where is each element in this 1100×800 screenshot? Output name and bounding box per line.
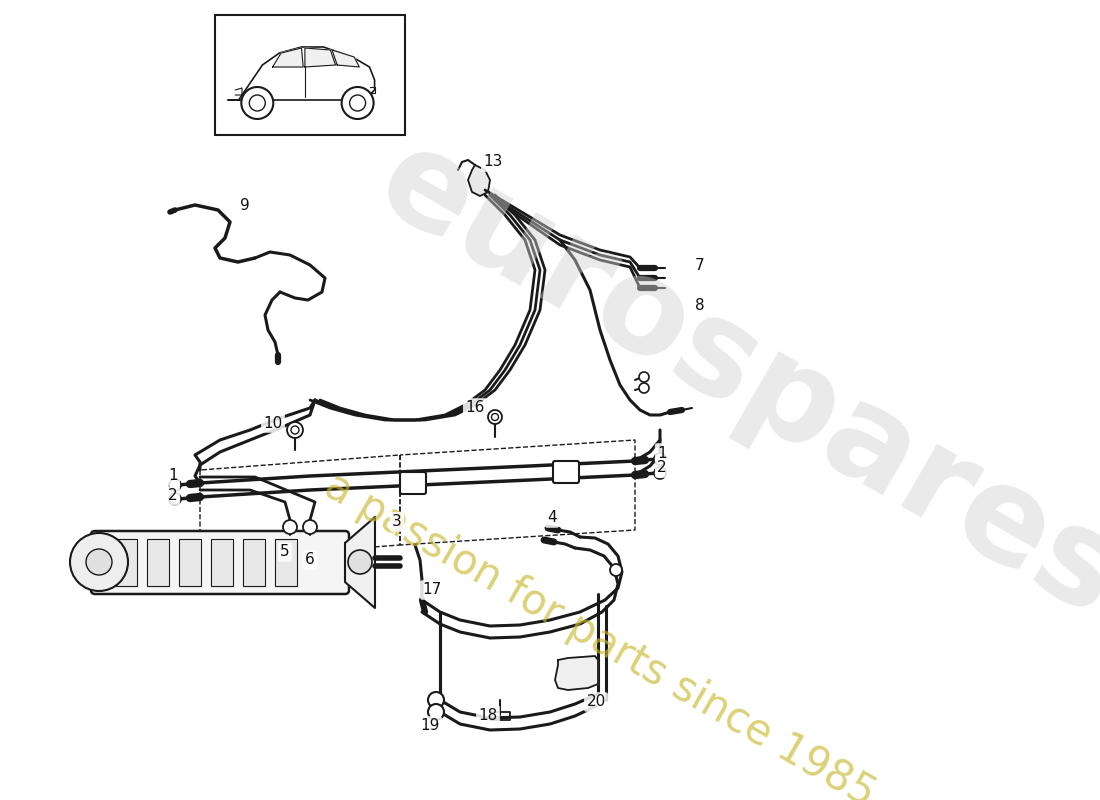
Circle shape — [169, 493, 182, 505]
Circle shape — [302, 520, 317, 534]
Circle shape — [654, 453, 666, 465]
Text: 3: 3 — [392, 514, 402, 530]
Text: 1: 1 — [168, 469, 178, 483]
Circle shape — [488, 410, 502, 424]
Circle shape — [610, 564, 621, 576]
Bar — [147, 539, 169, 586]
Text: 17: 17 — [422, 582, 441, 598]
Text: 8: 8 — [695, 298, 705, 313]
Circle shape — [250, 95, 265, 111]
Circle shape — [241, 87, 273, 119]
Circle shape — [283, 520, 297, 534]
Circle shape — [348, 550, 372, 574]
Text: 7: 7 — [695, 258, 705, 273]
Circle shape — [428, 692, 444, 708]
Circle shape — [86, 549, 112, 575]
Text: 10: 10 — [263, 415, 283, 430]
Bar — [214, 15, 405, 135]
Circle shape — [292, 426, 299, 434]
Text: 18: 18 — [478, 707, 497, 722]
Bar — [179, 539, 201, 586]
Circle shape — [654, 467, 666, 479]
Text: 4: 4 — [547, 510, 557, 526]
FancyBboxPatch shape — [91, 531, 349, 594]
Circle shape — [70, 533, 128, 591]
Text: 2: 2 — [168, 489, 178, 503]
Bar — [243, 539, 265, 586]
Bar — [116, 539, 138, 586]
Text: 16: 16 — [465, 401, 485, 415]
Text: eurospares: eurospares — [356, 116, 1100, 644]
Circle shape — [639, 372, 649, 382]
Text: 2: 2 — [657, 461, 667, 475]
Text: 20: 20 — [586, 694, 606, 710]
FancyBboxPatch shape — [400, 472, 426, 494]
Circle shape — [342, 87, 374, 119]
Text: 1: 1 — [657, 446, 667, 461]
Text: 6: 6 — [305, 553, 315, 567]
Circle shape — [639, 383, 649, 393]
Polygon shape — [332, 50, 360, 67]
Bar — [275, 539, 297, 586]
FancyBboxPatch shape — [553, 461, 579, 483]
Polygon shape — [556, 656, 598, 690]
Polygon shape — [229, 47, 375, 100]
Circle shape — [169, 479, 182, 491]
Polygon shape — [305, 48, 336, 67]
Polygon shape — [273, 48, 304, 67]
Text: 5: 5 — [280, 545, 289, 559]
Polygon shape — [345, 517, 375, 608]
Circle shape — [492, 414, 498, 421]
Bar — [211, 539, 233, 586]
Text: 13: 13 — [483, 154, 503, 170]
Polygon shape — [468, 165, 490, 196]
Circle shape — [287, 422, 303, 438]
Circle shape — [350, 95, 365, 111]
Text: a passion for parts since 1985: a passion for parts since 1985 — [317, 465, 883, 800]
Circle shape — [428, 704, 444, 720]
Text: 9: 9 — [240, 198, 250, 213]
Text: 19: 19 — [420, 718, 440, 734]
